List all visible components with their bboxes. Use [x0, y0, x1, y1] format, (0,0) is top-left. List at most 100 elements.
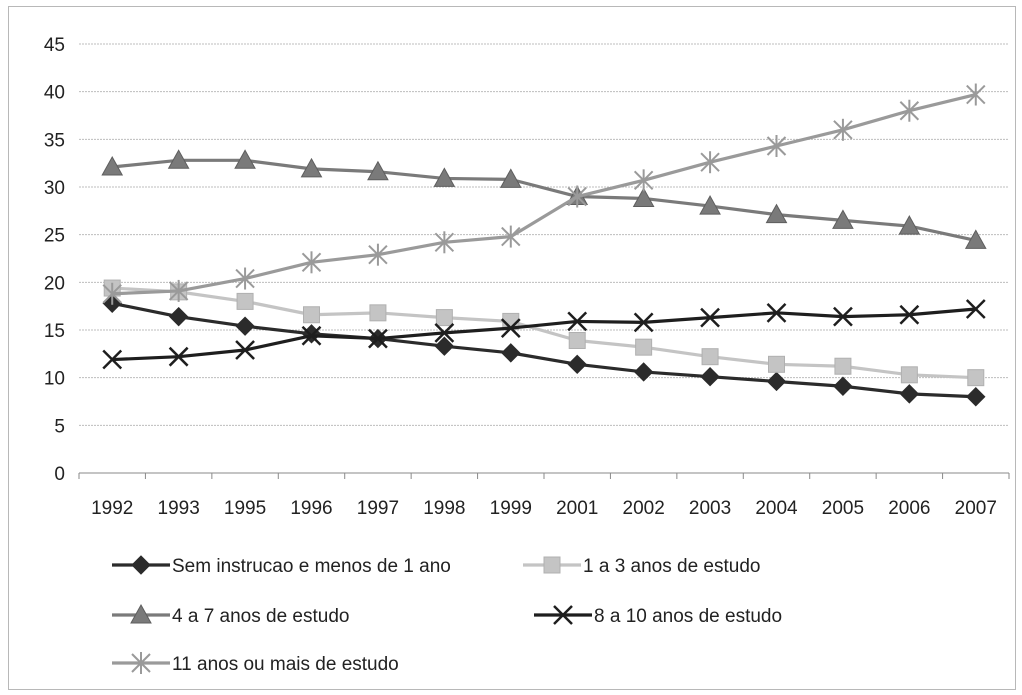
data-point: [633, 312, 654, 333]
legend-marker: [130, 603, 152, 624]
series-line: [112, 286, 976, 380]
x-tick-label: 2005: [822, 498, 864, 519]
x-marker-stroke: [168, 346, 189, 367]
data-point: [102, 282, 122, 305]
data-point: [765, 203, 788, 224]
x-tick-label: 2004: [755, 498, 798, 519]
legend-marker: [543, 556, 561, 574]
diamond-marker-shape: [633, 362, 654, 382]
y-tick-label: 20: [44, 273, 65, 294]
data-point: [234, 149, 256, 169]
x-tick-label: 1992: [91, 498, 133, 519]
triangle-marker-shape: [765, 203, 788, 224]
data-point: [633, 169, 654, 192]
legend-label: Sem instrucao e menos de 1 ano: [172, 556, 451, 577]
triangle-marker-shape: [699, 195, 721, 215]
diamond-marker-shape: [899, 384, 920, 404]
square-marker-shape: [967, 369, 985, 387]
data-point: [899, 99, 920, 122]
data-point: [899, 304, 920, 325]
data-point: [501, 343, 521, 363]
data-point: [435, 309, 453, 327]
legend-label: 1 a 3 anos de estudo: [583, 556, 760, 577]
x-marker-stroke: [766, 302, 787, 323]
legend-label: 4 a 7 anos de estudo: [172, 606, 349, 627]
diamond-marker-shape: [131, 555, 151, 575]
square-marker-shape: [303, 306, 320, 324]
data-point: [967, 369, 985, 387]
data-point: [368, 243, 388, 266]
x-tick-label: 1999: [490, 498, 532, 519]
data-point: [701, 348, 719, 366]
data-point: [900, 366, 918, 384]
triangle-marker-shape: [499, 168, 522, 188]
data-point: [700, 151, 720, 174]
x-tick-label: 1995: [224, 498, 266, 519]
y-tick-label: 35: [44, 130, 65, 151]
data-point: [832, 209, 854, 229]
triangle-marker-shape: [101, 155, 124, 176]
x-tick-label: 1993: [158, 498, 200, 519]
data-point: [966, 387, 986, 407]
series-line: [111, 301, 976, 399]
data-point: [434, 231, 455, 254]
legend-label: 8 a 10 anos de estudo: [594, 606, 782, 627]
data-point: [433, 167, 456, 187]
data-point: [833, 118, 853, 141]
data-point: [766, 135, 787, 158]
data-point: [567, 354, 587, 375]
legend-marker: [131, 555, 151, 575]
data-point: [300, 157, 323, 178]
data-point: [101, 155, 124, 176]
data-point: [966, 83, 986, 106]
triangle-marker-shape: [433, 167, 456, 187]
square-marker-shape: [701, 348, 719, 366]
data-point: [964, 229, 987, 249]
diamond-marker-shape: [301, 324, 322, 344]
x-axis-ticks: 1992 1993 1995 1996 1997 1998 1999 2001 2002 2003…: [91, 498, 997, 519]
x-tick-label: 2007: [955, 498, 997, 519]
y-tick-label: 40: [44, 83, 65, 104]
triangle-marker-shape: [898, 215, 921, 235]
square-marker-shape: [236, 292, 254, 310]
data-point: [833, 376, 853, 396]
chart-frame: 0 5 10 15 20 25 30 35 40 45 1992 1993 1995 1996 1997 1…: [8, 6, 1016, 690]
series-2: [103, 279, 985, 387]
legend-item: Sem instrucao e menos de 1 ano: [112, 555, 451, 577]
x-tick-label: 1998: [423, 498, 465, 519]
data-point: [167, 149, 190, 169]
x-marker-stroke: [700, 307, 720, 328]
series-line: [112, 158, 977, 242]
square-marker-shape: [768, 355, 785, 373]
data-point: [635, 338, 653, 356]
square-marker-shape: [568, 331, 586, 349]
legend-marker: [131, 652, 151, 674]
data-point: [301, 324, 322, 344]
data-point: [501, 225, 521, 248]
data-point: [301, 325, 322, 346]
series-line: [112, 307, 976, 362]
legend: Sem instrucao e menos de 1 ano 1 a 3 anos…: [112, 555, 782, 675]
data-point: [567, 311, 588, 332]
x-marker-stroke: [500, 318, 521, 338]
diamond-marker-shape: [235, 316, 255, 336]
data-point: [965, 299, 986, 319]
triangle-marker-shape: [167, 149, 190, 169]
legend-label: 11 anos ou mais de estudo: [172, 654, 399, 675]
y-tick-label: 30: [44, 178, 65, 199]
data-point: [567, 185, 587, 208]
data-point: [367, 160, 389, 181]
y-tick-label: 0: [54, 464, 65, 485]
data-point: [500, 318, 521, 338]
y-axis-ticks: 0 5 10 15 20 25 30 35 40 45: [44, 35, 65, 485]
x-marker-stroke: [965, 299, 986, 319]
legend-item: 4 a 7 anos de estudo: [112, 603, 349, 627]
data-point: [700, 367, 720, 387]
x-marker-stroke: [368, 328, 388, 349]
x-marker-stroke: [434, 322, 455, 343]
diamond-marker-shape: [434, 336, 455, 356]
data-point: [898, 215, 921, 235]
data-point: [168, 346, 189, 367]
data-point: [766, 302, 787, 323]
